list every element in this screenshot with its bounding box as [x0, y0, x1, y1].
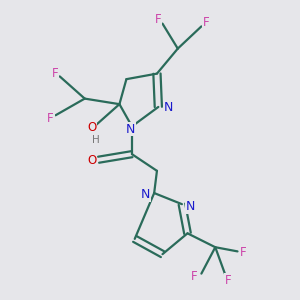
Text: F: F: [47, 112, 54, 124]
Text: N: N: [186, 200, 195, 213]
Text: N: N: [164, 101, 174, 114]
Text: O: O: [87, 154, 96, 167]
Text: F: F: [240, 246, 247, 259]
Text: N: N: [141, 188, 151, 201]
Text: F: F: [203, 16, 210, 29]
Text: H: H: [92, 135, 100, 145]
Text: F: F: [51, 67, 58, 80]
Text: F: F: [224, 274, 231, 287]
Text: F: F: [191, 270, 198, 283]
Text: F: F: [155, 13, 162, 26]
Text: O: O: [87, 121, 96, 134]
Text: N: N: [126, 123, 135, 136]
